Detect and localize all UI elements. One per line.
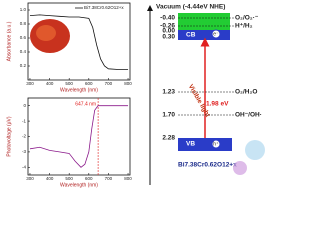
- energy-level: 0.30: [162, 34, 175, 41]
- y-tick-label: -3: [22, 149, 26, 154]
- electron-label: e⁻: [213, 31, 219, 37]
- energy-level: -0.40: [160, 15, 175, 22]
- x-tick-label: 600: [85, 176, 93, 181]
- annotation: 647.4 nm: [75, 101, 96, 107]
- y-tick-label: 0.6: [20, 35, 27, 40]
- x-axis-label: Wavelength (nm): [60, 182, 98, 188]
- legend-label: Bi7.38Cr0.62O12+x: [84, 5, 124, 10]
- y-tick-label: -2: [22, 134, 26, 139]
- hole: [211, 139, 221, 149]
- energy-level: 1.70: [162, 112, 175, 119]
- y-tick-label: -4: [22, 164, 26, 169]
- energy-level: 2.28: [162, 135, 175, 142]
- hole-label: h⁺: [213, 141, 219, 147]
- figure: Vacuum (-4.44eV NHE) CB e⁻ VB h⁺ 1.98 eV…: [6, 2, 265, 188]
- y-tick-label: 1.0: [20, 7, 27, 12]
- y-axis-label: Absorbance (a.u.): [6, 21, 12, 61]
- redox-couple: O₂/H₂O: [235, 89, 257, 96]
- x-axis-label: Wavelength (nm): [60, 87, 98, 93]
- x-tick-label: 700: [105, 81, 113, 86]
- energy-level: 0.00: [162, 28, 175, 35]
- x-tick-label: 500: [65, 176, 73, 181]
- x-tick-label: 400: [46, 81, 54, 86]
- energy-level: -0.26: [160, 23, 175, 30]
- gap-label: 1.98 eV: [206, 101, 229, 108]
- electron: [211, 29, 221, 39]
- dye-molecule: [245, 140, 265, 160]
- x-tick-label: 600: [85, 81, 93, 86]
- vacuum-label: Vacuum (-4.44eV NHE): [156, 4, 225, 11]
- y-tick-label: 0: [23, 103, 26, 108]
- redox-couple: OH⁻/OH·: [235, 112, 262, 119]
- redox-couple: O₂/O₂·⁻: [235, 15, 259, 22]
- energy-level: 1.23: [162, 89, 175, 96]
- x-tick-label: 300: [26, 176, 34, 181]
- y-tick-label: 0.4: [20, 49, 27, 54]
- y-tick-label: 0.8: [20, 21, 27, 26]
- cb-label: CB: [186, 32, 196, 39]
- plot-frame: [27, 2, 131, 81]
- x-tick-label: 800: [124, 81, 132, 86]
- y-axis-label: Photovoltage (μV): [6, 116, 12, 156]
- x-tick-label: 400: [46, 176, 54, 181]
- y-tick-label: 0.2: [20, 63, 27, 68]
- y-tick-label: -1: [22, 118, 26, 123]
- x-tick-label: 800: [124, 176, 132, 181]
- sample-photo-highlight: [36, 25, 56, 41]
- plot-frame: [27, 97, 131, 176]
- material-label: Bi7.38Cr0.62O12+x: [178, 162, 237, 169]
- x-tick-label: 300: [26, 81, 34, 86]
- line-series: [29, 105, 129, 168]
- dye-molecule: [233, 161, 247, 175]
- vb-label: VB: [186, 141, 195, 148]
- green-band: [178, 13, 230, 30]
- cb-box: [178, 30, 230, 40]
- x-tick-label: 500: [65, 81, 73, 86]
- x-tick-label: 700: [105, 176, 113, 181]
- line-series: [29, 14, 129, 70]
- redox-couple: H⁺/H₂: [235, 23, 253, 30]
